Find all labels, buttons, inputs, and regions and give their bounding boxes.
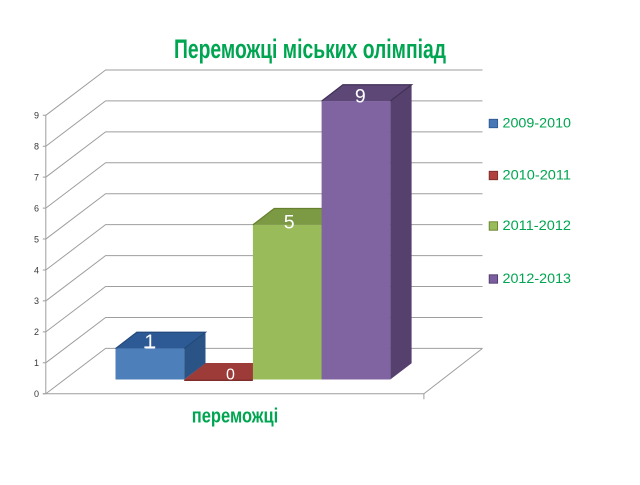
svg-text:2009-2010: 2009-2010: [503, 116, 572, 131]
svg-text:7: 7: [34, 173, 39, 183]
svg-text:Переможці міських олімпіад: Переможці міських олімпіад: [174, 34, 446, 64]
svg-text:8: 8: [34, 142, 39, 152]
svg-text:3: 3: [34, 296, 39, 306]
svg-text:переможці: переможці: [192, 406, 279, 428]
svg-text:6: 6: [34, 203, 39, 213]
svg-text:1: 1: [34, 358, 39, 368]
svg-text:2: 2: [34, 327, 39, 337]
svg-text:2010-2011: 2010-2011: [503, 168, 572, 183]
svg-text:9: 9: [355, 86, 366, 108]
svg-text:2012-2013: 2012-2013: [503, 271, 572, 286]
svg-text:2011-2012: 2011-2012: [503, 218, 572, 233]
svg-text:4: 4: [34, 265, 39, 275]
svg-text:0: 0: [34, 389, 39, 399]
svg-text:0: 0: [226, 367, 235, 384]
svg-text:9: 9: [34, 111, 39, 121]
svg-text:5: 5: [284, 212, 295, 234]
svg-text:1: 1: [144, 331, 155, 353]
svg-text:5: 5: [34, 234, 39, 244]
